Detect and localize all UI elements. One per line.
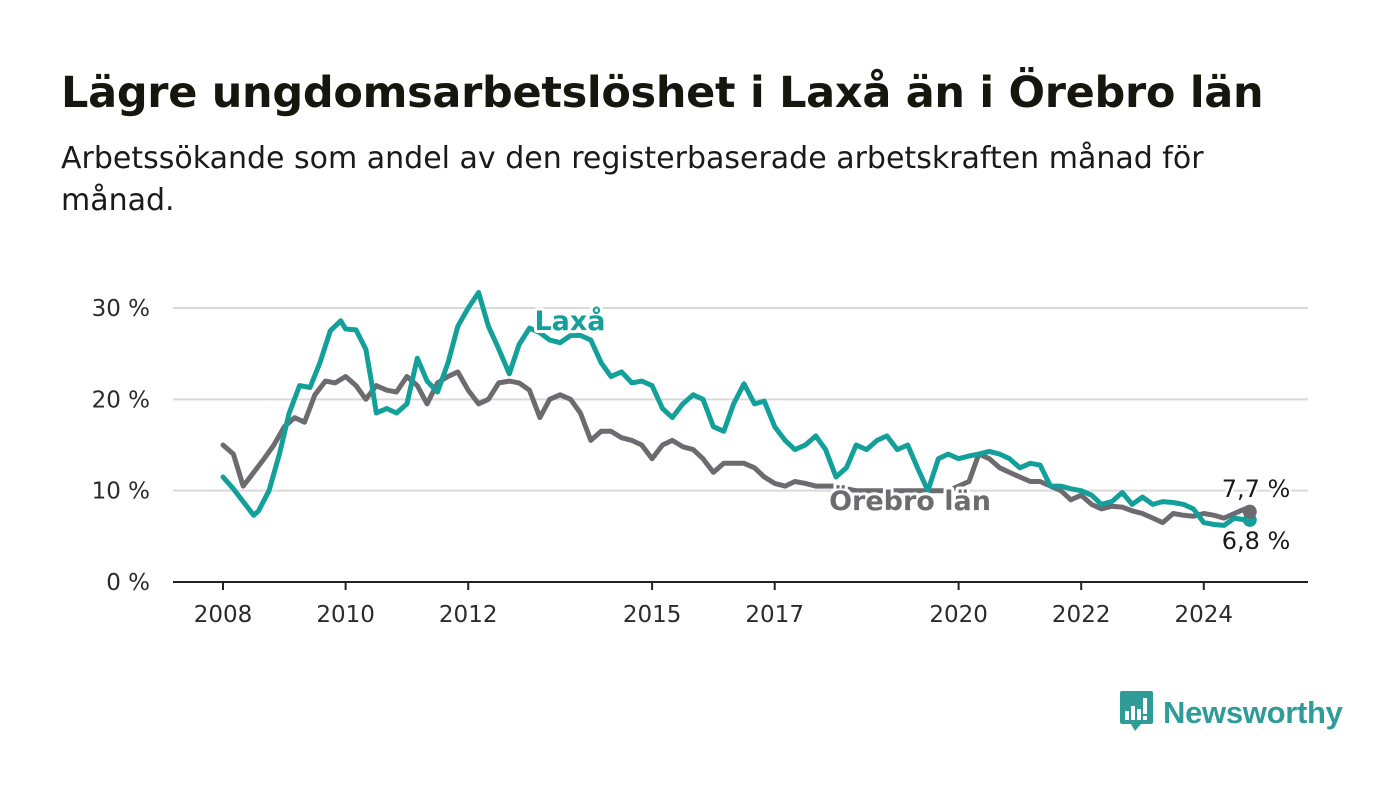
brand-name: Newsworthy: [1163, 695, 1343, 730]
x-tick-label: 2022: [1052, 602, 1111, 628]
y-tick-label: 20 %: [92, 387, 150, 413]
end-label-orebro: 7,7 %: [1222, 475, 1291, 503]
end-point-orebro: [1242, 504, 1257, 519]
x-tick-label: 2017: [745, 602, 804, 628]
x-tick-label: 2024: [1175, 602, 1234, 628]
x-tick-label: 2020: [929, 602, 988, 628]
x-tick-label: 2015: [623, 602, 682, 628]
newsworthy-brand[interactable]: Newsworthy: [1119, 690, 1343, 736]
x-tick-label: 2010: [316, 602, 375, 628]
series-line-orebro: [220, 369, 1253, 526]
y-tick-label: 0 %: [106, 570, 150, 596]
chart-title: Lägre ungdomsarbetslöshet i Laxå än i Ör…: [61, 68, 1264, 118]
y-tick-label: 10 %: [92, 479, 150, 505]
x-tick-label: 2008: [194, 602, 253, 628]
x-tick-label: 2012: [439, 602, 498, 628]
chart-subtitle: Arbetssökande som andel av den registerb…: [61, 141, 1204, 218]
axes: 0 % 10 % 20 % 30 % 2008 2010 2012 2015 2017 2020 2…: [92, 296, 1308, 628]
end-label-laxa: 6,8 %: [1222, 527, 1291, 555]
series-lines: [220, 290, 1257, 528]
gridlines: [173, 307, 1308, 492]
series-labels: Laxå Örebro län 7,7 % 6,8 %: [531, 302, 1292, 558]
y-tick-label: 30 %: [92, 296, 150, 322]
newsworthy-logo-icon: [1119, 689, 1154, 737]
series-label-laxa: Laxå: [534, 305, 605, 337]
series-line-laxa: [220, 290, 1253, 528]
series-label-orebro: Örebro län: [829, 484, 991, 517]
